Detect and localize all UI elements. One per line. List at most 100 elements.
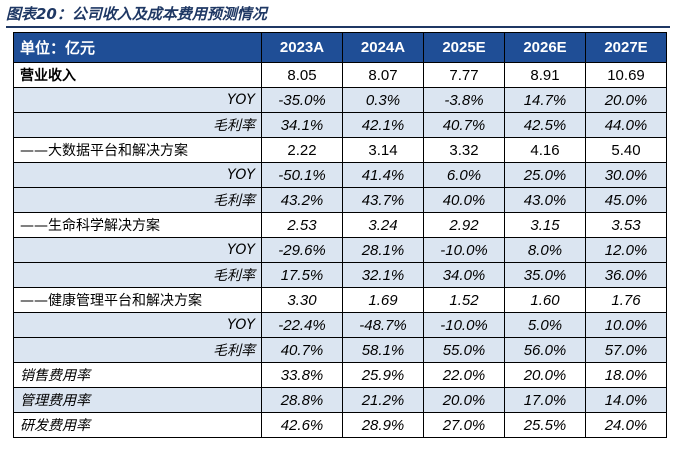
table-cell: 3.15: [504, 212, 586, 238]
table-cell: 1.69: [342, 287, 424, 313]
table-row: 毛利率 17.5% 32.1% 34.0% 35.0% 36.0%: [13, 262, 667, 288]
table-cell: 42.6%: [261, 412, 343, 438]
header-unit: 单位：亿元: [13, 32, 262, 63]
table-cell: 18.0%: [585, 362, 667, 388]
table-row: ——健康管理平台和解决方案 3.30 1.69 1.52 1.60 1.76: [13, 287, 667, 313]
row-label: YOY: [13, 312, 262, 338]
table-cell: 1.52: [423, 287, 505, 313]
table-cell: 25.5%: [504, 412, 586, 438]
table-row: 管理费用率 28.8% 21.2% 20.0% 17.0% 14.0%: [13, 387, 667, 413]
table-row: 销售费用率 33.8% 25.9% 22.0% 20.0% 18.0%: [13, 362, 667, 388]
table-cell: 14.7%: [504, 87, 586, 113]
table-cell: 3.32: [423, 137, 505, 163]
table-cell: 27.0%: [423, 412, 505, 438]
row-label: 毛利率: [13, 112, 262, 138]
row-label: 营业收入: [13, 62, 262, 88]
table-cell: 20.0%: [504, 362, 586, 388]
table-cell: 5.40: [585, 137, 667, 163]
table-cell: 41.4%: [342, 162, 424, 188]
table-cell: 5.0%: [504, 312, 586, 338]
figure-caption: 图表20：公司收入及成本费用预测情况: [6, 5, 267, 23]
table-cell: 1.60: [504, 287, 586, 313]
table-cell: 32.1%: [342, 262, 424, 288]
table-cell: -10.0%: [423, 237, 505, 263]
table-row: 毛利率 43.2% 43.7% 40.0% 43.0% 45.0%: [13, 187, 667, 213]
table-row: 营业收入 8.05 8.07 7.77 8.91 10.69: [13, 62, 667, 88]
table-cell: 2.53: [261, 212, 343, 238]
table-cell: -22.4%: [261, 312, 343, 338]
table-row: 研发费用率 42.6% 28.9% 27.0% 25.5% 24.0%: [13, 412, 667, 438]
table-cell: 30.0%: [585, 162, 667, 188]
table-header-row: 单位：亿元 2023A 2024A 2025E 2026E 2027E: [13, 32, 667, 63]
table-cell: 45.0%: [585, 187, 667, 213]
table-cell: 43.2%: [261, 187, 343, 213]
row-label: 毛利率: [13, 262, 262, 288]
table-cell: -35.0%: [261, 87, 343, 113]
row-label: 销售费用率: [13, 362, 262, 388]
table-cell: 8.91: [504, 62, 586, 88]
table-cell: 28.8%: [261, 387, 343, 413]
row-label: 毛利率: [13, 187, 262, 213]
table-cell: -10.0%: [423, 312, 505, 338]
table-cell: 3.24: [342, 212, 424, 238]
table-cell: 25.0%: [504, 162, 586, 188]
table-cell: 2.22: [261, 137, 343, 163]
table-cell: 35.0%: [504, 262, 586, 288]
table-cell: 4.16: [504, 137, 586, 163]
table-cell: 34.0%: [423, 262, 505, 288]
table-cell: 34.1%: [261, 112, 343, 138]
header-2026e: 2026E: [504, 32, 586, 63]
header-2027e: 2027E: [585, 32, 667, 63]
table-cell: 20.0%: [423, 387, 505, 413]
table-cell: 25.9%: [342, 362, 424, 388]
table-cell: 12.0%: [585, 237, 667, 263]
table-row: ——大数据平台和解决方案 2.22 3.14 3.32 4.16 5.40: [13, 137, 667, 163]
caption-rule: [6, 26, 670, 28]
header-2023a: 2023A: [261, 32, 343, 63]
table-cell: 22.0%: [423, 362, 505, 388]
header-2024a: 2024A: [342, 32, 424, 63]
table-cell: -48.7%: [342, 312, 424, 338]
forecast-table: 单位：亿元 2023A 2024A 2025E 2026E 2027E 营业收入…: [13, 32, 667, 438]
table-cell: 8.07: [342, 62, 424, 88]
row-label: ——健康管理平台和解决方案: [13, 287, 262, 313]
row-label: YOY: [13, 87, 262, 113]
table-cell: 3.53: [585, 212, 667, 238]
table-cell: 10.0%: [585, 312, 667, 338]
table-cell: 20.0%: [585, 87, 667, 113]
table-cell: 36.0%: [585, 262, 667, 288]
table-cell: 14.0%: [585, 387, 667, 413]
table-cell: 0.3%: [342, 87, 424, 113]
table-cell: 10.69: [585, 62, 667, 88]
table-cell: 58.1%: [342, 337, 424, 363]
table-cell: 40.7%: [423, 112, 505, 138]
table-cell: 3.14: [342, 137, 424, 163]
table-cell: 42.1%: [342, 112, 424, 138]
table-cell: -50.1%: [261, 162, 343, 188]
row-label: ——生命科学解决方案: [13, 212, 262, 238]
table-row: 毛利率 40.7% 58.1% 55.0% 56.0% 57.0%: [13, 337, 667, 363]
table-cell: 28.1%: [342, 237, 424, 263]
table-cell: 55.0%: [423, 337, 505, 363]
table-cell: 6.0%: [423, 162, 505, 188]
table-cell: 7.77: [423, 62, 505, 88]
table-row: YOY -22.4% -48.7% -10.0% 5.0% 10.0%: [13, 312, 667, 338]
row-label: YOY: [13, 237, 262, 263]
row-label: ——大数据平台和解决方案: [13, 137, 262, 163]
table-row: YOY -50.1% 41.4% 6.0% 25.0% 30.0%: [13, 162, 667, 188]
table-cell: 40.7%: [261, 337, 343, 363]
table-row: ——生命科学解决方案 2.53 3.24 2.92 3.15 3.53: [13, 212, 667, 238]
table-cell: 21.2%: [342, 387, 424, 413]
row-label: YOY: [13, 162, 262, 188]
table-cell: 28.9%: [342, 412, 424, 438]
row-label: 毛利率: [13, 337, 262, 363]
table-cell: 33.8%: [261, 362, 343, 388]
row-label: 研发费用率: [13, 412, 262, 438]
header-2025e: 2025E: [423, 32, 505, 63]
table-cell: 1.76: [585, 287, 667, 313]
table-cell: 43.7%: [342, 187, 424, 213]
table-cell: 8.0%: [504, 237, 586, 263]
table-row: YOY -35.0% 0.3% -3.8% 14.7% 20.0%: [13, 87, 667, 113]
table-cell: 40.0%: [423, 187, 505, 213]
table-cell: -3.8%: [423, 87, 505, 113]
